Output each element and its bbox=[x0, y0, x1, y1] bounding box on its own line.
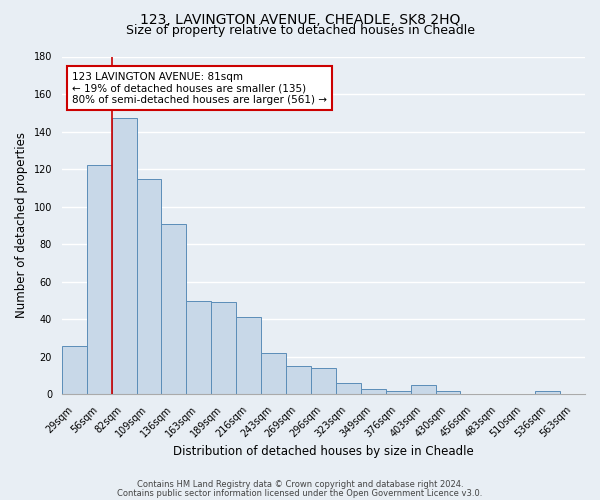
Bar bbox=[361, 389, 386, 394]
Bar bbox=[261, 353, 286, 395]
Bar bbox=[62, 346, 86, 395]
Bar bbox=[436, 390, 460, 394]
Bar bbox=[236, 318, 261, 394]
X-axis label: Distribution of detached houses by size in Cheadle: Distribution of detached houses by size … bbox=[173, 444, 474, 458]
Bar bbox=[161, 224, 187, 394]
Bar bbox=[410, 385, 436, 394]
Bar bbox=[211, 302, 236, 394]
Bar bbox=[535, 390, 560, 394]
Bar bbox=[112, 118, 137, 394]
Text: Size of property relative to detached houses in Cheadle: Size of property relative to detached ho… bbox=[125, 24, 475, 37]
Bar bbox=[386, 390, 410, 394]
Text: Contains HM Land Registry data © Crown copyright and database right 2024.: Contains HM Land Registry data © Crown c… bbox=[137, 480, 463, 489]
Bar bbox=[311, 368, 336, 394]
Bar bbox=[286, 366, 311, 394]
Bar bbox=[86, 166, 112, 394]
Y-axis label: Number of detached properties: Number of detached properties bbox=[15, 132, 28, 318]
Bar bbox=[137, 178, 161, 394]
Text: Contains public sector information licensed under the Open Government Licence v3: Contains public sector information licen… bbox=[118, 488, 482, 498]
Text: 123, LAVINGTON AVENUE, CHEADLE, SK8 2HQ: 123, LAVINGTON AVENUE, CHEADLE, SK8 2HQ bbox=[140, 12, 460, 26]
Text: 123 LAVINGTON AVENUE: 81sqm
← 19% of detached houses are smaller (135)
80% of se: 123 LAVINGTON AVENUE: 81sqm ← 19% of det… bbox=[72, 72, 327, 105]
Bar bbox=[187, 300, 211, 394]
Bar bbox=[336, 383, 361, 394]
